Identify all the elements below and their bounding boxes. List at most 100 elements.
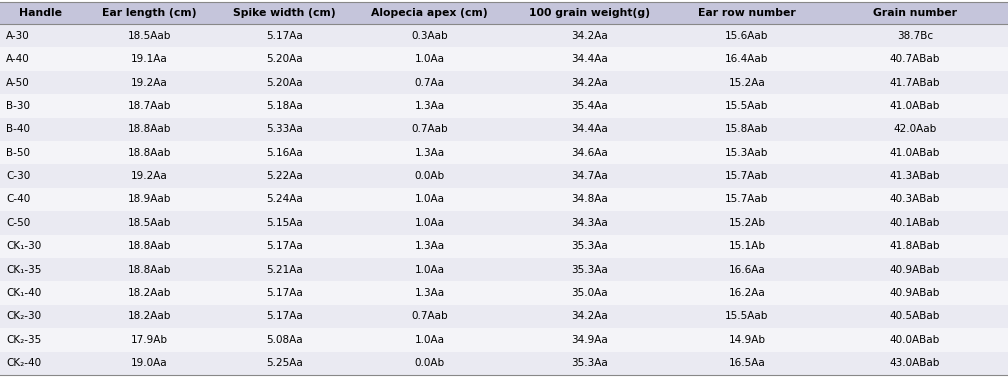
Text: 40.5ABab: 40.5ABab [890,311,940,321]
Text: 1.3Aa: 1.3Aa [414,148,445,158]
Text: C-50: C-50 [6,218,30,228]
Bar [0,235,1008,258]
Bar [0,188,1008,211]
Text: 35.0Aa: 35.0Aa [572,288,608,298]
Text: 35.4Aa: 35.4Aa [572,101,608,111]
Text: 34.8Aa: 34.8Aa [572,195,608,205]
Text: 40.0ABab: 40.0ABab [890,335,940,345]
Text: 14.9Ab: 14.9Ab [729,335,765,345]
Text: B-40: B-40 [6,124,30,134]
Text: 5.20Aa: 5.20Aa [266,78,302,88]
Text: Handle: Handle [19,8,62,18]
Text: 1.0Aa: 1.0Aa [414,335,445,345]
Text: CK₁-40: CK₁-40 [6,288,41,298]
Text: 18.5Aab: 18.5Aab [128,31,171,41]
Text: 0.7Aa: 0.7Aa [414,78,445,88]
Text: CK₂-40: CK₂-40 [6,358,41,368]
Text: 5.21Aa: 5.21Aa [266,265,302,275]
Text: 15.5Aab: 15.5Aab [726,101,769,111]
Text: 41.0ABab: 41.0ABab [890,101,940,111]
Text: 18.9Aab: 18.9Aab [128,195,171,205]
Text: 40.7ABab: 40.7ABab [890,54,940,64]
Text: 0.0Ab: 0.0Ab [414,171,445,181]
Bar [0,24,1008,47]
Bar [0,211,1008,235]
Text: 15.2Ab: 15.2Ab [729,218,765,228]
Bar [0,328,1008,352]
Text: C-40: C-40 [6,195,30,205]
Text: 1.0Aa: 1.0Aa [414,54,445,64]
Text: 5.22Aa: 5.22Aa [266,171,302,181]
Text: 0.7Aab: 0.7Aab [411,124,448,134]
Text: 5.24Aa: 5.24Aa [266,195,302,205]
Bar [0,258,1008,281]
Text: 43.0ABab: 43.0ABab [890,358,940,368]
Text: 16.4Aab: 16.4Aab [726,54,769,64]
Text: 35.3Aa: 35.3Aa [572,265,608,275]
Text: 34.3Aa: 34.3Aa [572,218,608,228]
Text: A-40: A-40 [6,54,30,64]
Text: 15.8Aab: 15.8Aab [726,124,769,134]
Text: 15.7Aab: 15.7Aab [726,195,769,205]
Text: 19.2Aa: 19.2Aa [131,78,168,88]
Text: CK₂-35: CK₂-35 [6,335,41,345]
Text: 34.2Aa: 34.2Aa [572,311,608,321]
Text: 38.7Bc: 38.7Bc [897,31,933,41]
Text: 40.9ABab: 40.9ABab [890,265,940,275]
Text: 40.3ABab: 40.3ABab [890,195,940,205]
Text: 0.7Aab: 0.7Aab [411,311,448,321]
Text: 15.7Aab: 15.7Aab [726,171,769,181]
Text: 16.2Aa: 16.2Aa [729,288,765,298]
Text: 40.9ABab: 40.9ABab [890,288,940,298]
Text: A-30: A-30 [6,31,30,41]
Text: 18.2Aab: 18.2Aab [128,311,171,321]
Text: Ear row number: Ear row number [699,8,796,18]
Text: 18.7Aab: 18.7Aab [128,101,171,111]
Text: 5.15Aa: 5.15Aa [266,218,302,228]
Text: 15.2Aa: 15.2Aa [729,78,765,88]
Text: Alopecia apex (cm): Alopecia apex (cm) [371,8,488,18]
Text: 41.8ABab: 41.8ABab [890,241,940,251]
Text: 5.18Aa: 5.18Aa [266,101,302,111]
Bar [0,94,1008,118]
Text: 1.0Aa: 1.0Aa [414,195,445,205]
Text: 0.0Ab: 0.0Ab [414,358,445,368]
Bar [0,141,1008,164]
Bar [0,281,1008,305]
Text: CK₁-30: CK₁-30 [6,241,41,251]
Text: 19.0Aa: 19.0Aa [131,358,167,368]
Text: Grain number: Grain number [873,8,957,18]
Text: 15.5Aab: 15.5Aab [726,311,769,321]
Text: B-30: B-30 [6,101,30,111]
Text: CK₁-35: CK₁-35 [6,265,41,275]
Text: 5.25Aa: 5.25Aa [266,358,302,368]
Text: 1.3Aa: 1.3Aa [414,288,445,298]
Text: 41.7ABab: 41.7ABab [890,78,940,88]
Text: 15.1Ab: 15.1Ab [729,241,765,251]
Text: Spike width (cm): Spike width (cm) [233,8,336,18]
Text: 5.17Aa: 5.17Aa [266,288,302,298]
Text: 34.2Aa: 34.2Aa [572,31,608,41]
Text: 18.8Aab: 18.8Aab [128,265,171,275]
Bar [0,118,1008,141]
Text: 34.2Aa: 34.2Aa [572,78,608,88]
Text: 17.9Ab: 17.9Ab [131,335,168,345]
Bar [0,352,1008,375]
Text: 41.3ABab: 41.3ABab [890,171,940,181]
Text: 16.5Aa: 16.5Aa [729,358,765,368]
Text: 19.1Aa: 19.1Aa [131,54,168,64]
Text: 35.3Aa: 35.3Aa [572,241,608,251]
Text: 40.1ABab: 40.1ABab [890,218,940,228]
Text: 1.3Aa: 1.3Aa [414,241,445,251]
Text: 1.0Aa: 1.0Aa [414,218,445,228]
Text: 5.17Aa: 5.17Aa [266,31,302,41]
Text: 5.17Aa: 5.17Aa [266,311,302,321]
Bar [0,305,1008,328]
Text: 1.0Aa: 1.0Aa [414,265,445,275]
Text: 5.16Aa: 5.16Aa [266,148,302,158]
Text: 41.0ABab: 41.0ABab [890,148,940,158]
Text: 34.4Aa: 34.4Aa [572,124,608,134]
Text: 5.33Aa: 5.33Aa [266,124,302,134]
Bar [0,47,1008,71]
Text: A-50: A-50 [6,78,30,88]
